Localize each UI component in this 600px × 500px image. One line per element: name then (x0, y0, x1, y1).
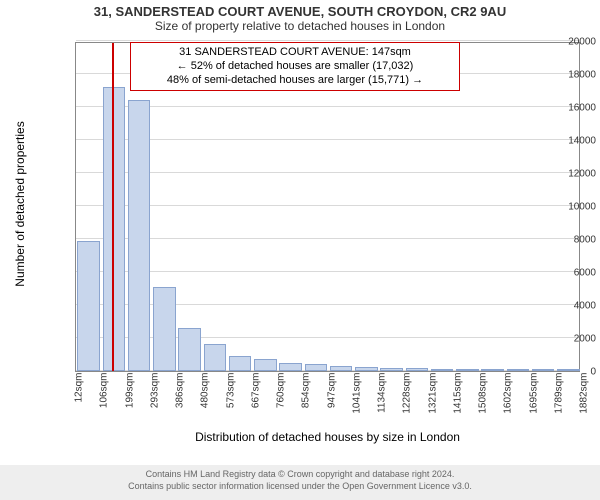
y-tick-label: 2000 (527, 334, 596, 345)
bar (305, 364, 328, 371)
x-tick-label: 573sqm (225, 373, 236, 409)
gridline (76, 139, 579, 140)
x-tick-label: 106sqm (99, 373, 110, 409)
x-tick-label: 1508sqm (478, 373, 489, 414)
gridline (76, 271, 579, 272)
marker-line (112, 43, 114, 371)
gridline (76, 40, 579, 41)
x-axis-label: Distribution of detached houses by size … (75, 430, 580, 444)
x-tick-label: 1228sqm (402, 373, 413, 414)
bar (355, 367, 378, 371)
x-tick-label: 1882sqm (579, 373, 590, 414)
x-tick-label: 12sqm (74, 373, 85, 403)
footer-attribution: Contains HM Land Registry data © Crown c… (0, 465, 600, 500)
bar (456, 369, 479, 371)
x-tick-label: 386sqm (175, 373, 186, 409)
x-tick-label: 1695sqm (528, 373, 539, 414)
x-tick-label: 480sqm (200, 373, 211, 409)
y-tick-label: 20000 (527, 37, 596, 48)
y-tick-label: 16000 (527, 103, 596, 114)
x-tick-label: 293sqm (149, 373, 160, 409)
plot-area (75, 42, 580, 372)
x-tick-label: 1789sqm (553, 373, 564, 414)
info-line-2: ← 52% of detached houses are smaller (17… (139, 60, 451, 74)
info-box: 31 SANDERSTEAD COURT AVENUE: 147sqm ← 52… (130, 42, 460, 91)
x-tick-label: 760sqm (276, 373, 287, 409)
x-tick-label: 1602sqm (503, 373, 514, 414)
bar (279, 363, 302, 371)
y-tick-label: 14000 (527, 136, 596, 147)
y-axis-label: Number of detached properties (13, 104, 27, 304)
bar (153, 287, 176, 371)
bar (481, 369, 504, 371)
chart-subtitle: Size of property relative to detached ho… (0, 19, 600, 33)
x-tick-label: 947sqm (326, 373, 337, 409)
chart-title: 31, SANDERSTEAD COURT AVENUE, SOUTH CROY… (0, 0, 600, 19)
footer-line-2: Contains public sector information licen… (0, 481, 600, 493)
y-tick-label: 10000 (527, 202, 596, 213)
bar (178, 328, 201, 371)
gridline (76, 106, 579, 107)
y-tick-label: 8000 (527, 235, 596, 246)
x-tick-label: 199sqm (124, 373, 135, 409)
gridline (76, 172, 579, 173)
y-tick-label: 6000 (527, 268, 596, 279)
bar (77, 241, 100, 371)
bar (254, 359, 277, 371)
footer-line-1: Contains HM Land Registry data © Crown c… (0, 469, 600, 481)
gridline (76, 337, 579, 338)
x-tick-label: 1041sqm (351, 373, 362, 414)
x-tick-label: 1321sqm (427, 373, 438, 414)
bar (229, 356, 252, 371)
info-line-1: 31 SANDERSTEAD COURT AVENUE: 147sqm (139, 46, 451, 60)
gridline (76, 304, 579, 305)
bar (507, 369, 530, 371)
y-tick-label: 4000 (527, 301, 596, 312)
y-tick-label: 12000 (527, 169, 596, 180)
info-line-3: 48% of semi-detached houses are larger (… (139, 74, 451, 88)
bar (406, 368, 429, 371)
bar (431, 369, 454, 371)
bar (204, 344, 227, 371)
x-tick-label: 1134sqm (377, 373, 388, 413)
bar (380, 368, 403, 371)
gridline (76, 205, 579, 206)
y-tick-label: 18000 (527, 70, 596, 81)
gridline (76, 238, 579, 239)
x-tick-label: 1415sqm (452, 373, 463, 414)
x-tick-label: 854sqm (301, 373, 312, 409)
bar (330, 366, 353, 371)
x-tick-label: 667sqm (250, 373, 261, 409)
bar (128, 100, 151, 371)
